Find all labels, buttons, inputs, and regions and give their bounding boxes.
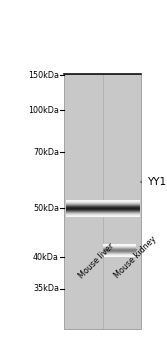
Text: 70kDa: 70kDa	[33, 148, 59, 157]
Text: 35kDa: 35kDa	[33, 284, 59, 293]
Text: YY1: YY1	[141, 177, 166, 187]
Text: 50kDa: 50kDa	[33, 204, 59, 213]
Text: 40kDa: 40kDa	[33, 253, 59, 262]
Text: Mouse liver: Mouse liver	[77, 241, 116, 280]
Text: 100kDa: 100kDa	[28, 106, 59, 115]
Text: 150kDa: 150kDa	[28, 71, 59, 80]
Bar	[64, 74, 141, 329]
Text: Mouse kidney: Mouse kidney	[113, 234, 158, 280]
